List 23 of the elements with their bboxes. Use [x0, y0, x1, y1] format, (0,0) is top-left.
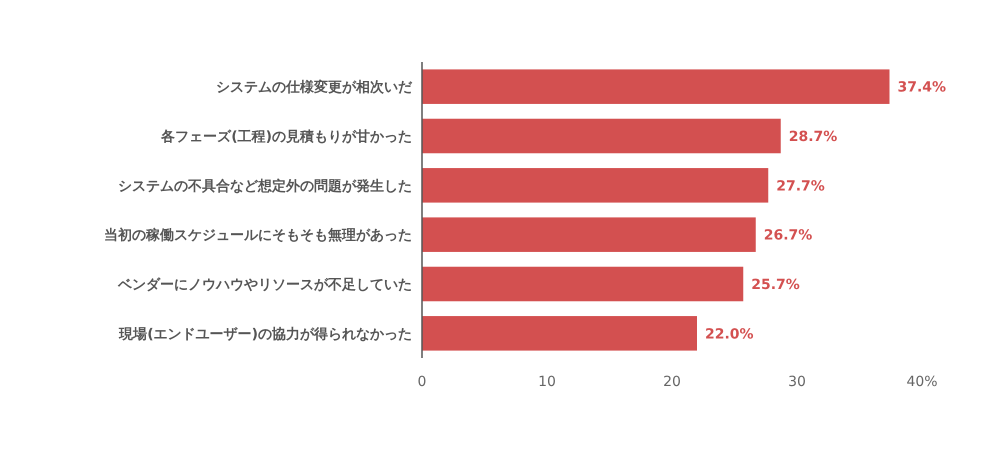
y-tick-label: 現場(エンドユーザー)の協力が得られなかった: [118, 326, 412, 342]
y-tick-label: システムの仕様変更が相次いだ: [216, 78, 413, 96]
data-label: 28.7%: [788, 129, 838, 145]
bar: [422, 118, 781, 154]
data-label: 25.7%: [751, 277, 800, 293]
bar: [422, 168, 768, 203]
x-tick-label: 10: [538, 374, 556, 390]
x-tick-label: 0: [418, 374, 426, 390]
bar: [422, 69, 890, 104]
bar: [422, 316, 697, 351]
x-tick-label: 40%: [906, 374, 938, 390]
y-tick-label: 各フェーズ(工程)の見積もりが甘かった: [160, 129, 412, 145]
data-label: 26.7%: [764, 228, 812, 244]
data-label: 37.4%: [898, 80, 946, 96]
y-tick-label: システムの不具合など想定外の問題が発生した: [118, 177, 412, 194]
x-tick-label: 20: [663, 374, 681, 390]
bar: [422, 217, 756, 252]
data-label: 22.0%: [705, 326, 754, 342]
bar: [422, 266, 744, 302]
y-tick-label: ベンダーにノウハウやリソースが不足していた: [117, 277, 412, 293]
x-tick-label: 30: [788, 374, 806, 390]
data-label: 27.7%: [776, 178, 825, 194]
y-tick-label: 当初の稼働スケジュールにそもそも無理があった: [104, 226, 412, 244]
